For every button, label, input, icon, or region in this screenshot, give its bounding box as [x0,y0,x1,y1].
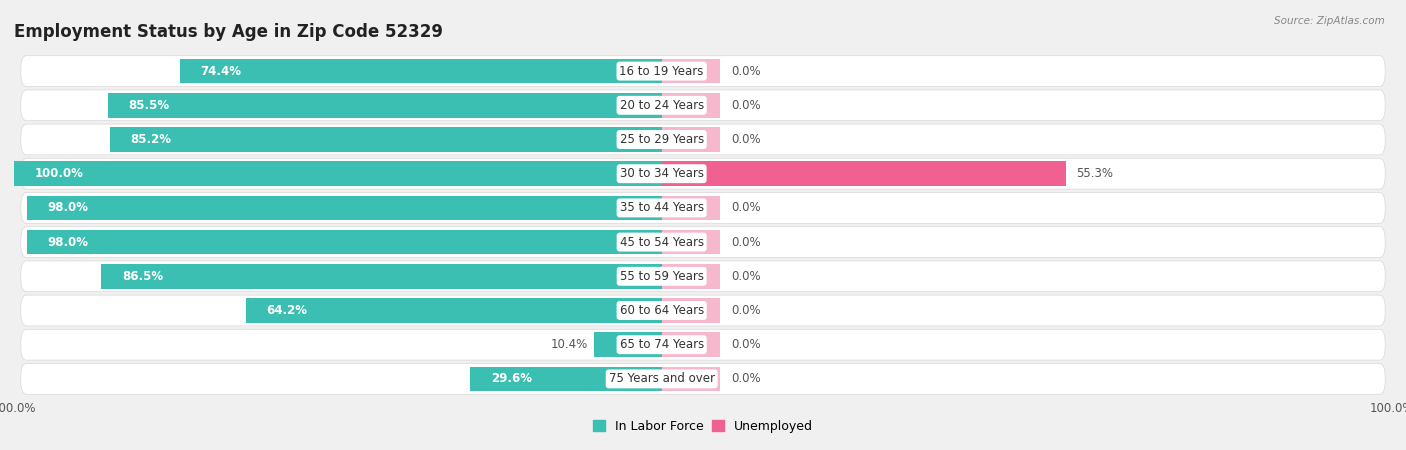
Text: 45 to 54 Years: 45 to 54 Years [620,236,704,248]
Text: 0.0%: 0.0% [731,99,761,112]
Text: 65 to 74 Years: 65 to 74 Years [620,338,704,351]
Text: 98.0%: 98.0% [48,236,89,248]
Text: 0.0%: 0.0% [731,304,761,317]
Text: 25 to 29 Years: 25 to 29 Years [620,133,704,146]
Bar [180,59,662,83]
Text: 85.5%: 85.5% [128,99,170,112]
FancyBboxPatch shape [21,329,1385,360]
Text: 0.0%: 0.0% [731,133,761,146]
Bar [662,127,720,152]
Text: 55.3%: 55.3% [1077,167,1114,180]
FancyBboxPatch shape [21,295,1385,326]
Text: 20 to 24 Years: 20 to 24 Years [620,99,704,112]
Text: 29.6%: 29.6% [491,373,531,385]
Bar [101,264,662,288]
Bar [27,230,662,254]
Text: 16 to 19 Years: 16 to 19 Years [620,65,704,77]
Text: 98.0%: 98.0% [48,202,89,214]
FancyBboxPatch shape [21,56,1385,86]
Bar [662,59,720,83]
Bar [662,230,720,254]
Bar [110,127,662,152]
Bar [108,93,662,117]
Text: 0.0%: 0.0% [731,338,761,351]
Bar [662,367,720,391]
Text: 35 to 44 Years: 35 to 44 Years [620,202,704,214]
FancyBboxPatch shape [21,261,1385,292]
Text: 74.4%: 74.4% [201,65,242,77]
Bar [662,264,720,288]
Text: 0.0%: 0.0% [731,270,761,283]
Text: 64.2%: 64.2% [267,304,308,317]
FancyBboxPatch shape [21,193,1385,223]
FancyBboxPatch shape [21,227,1385,257]
Text: 75 Years and over: 75 Years and over [609,373,714,385]
Bar [662,93,720,117]
Bar [470,367,662,391]
Text: 0.0%: 0.0% [731,236,761,248]
Bar [662,333,720,357]
Bar [662,162,1066,186]
FancyBboxPatch shape [21,158,1385,189]
FancyBboxPatch shape [21,90,1385,121]
Text: Source: ZipAtlas.com: Source: ZipAtlas.com [1274,16,1385,26]
Text: 85.2%: 85.2% [131,133,172,146]
Text: 86.5%: 86.5% [122,270,163,283]
Bar [662,298,720,323]
Text: 0.0%: 0.0% [731,373,761,385]
Bar [14,162,662,186]
Text: 0.0%: 0.0% [731,65,761,77]
Text: 0.0%: 0.0% [731,202,761,214]
Bar [27,196,662,220]
Bar [246,298,662,323]
FancyBboxPatch shape [21,124,1385,155]
Text: Employment Status by Age in Zip Code 52329: Employment Status by Age in Zip Code 523… [14,23,443,41]
Text: 55 to 59 Years: 55 to 59 Years [620,270,703,283]
Text: 30 to 34 Years: 30 to 34 Years [620,167,703,180]
Bar [662,196,720,220]
Legend: In Labor Force, Unemployed: In Labor Force, Unemployed [588,414,818,438]
Text: 100.0%: 100.0% [35,167,83,180]
Text: 10.4%: 10.4% [550,338,588,351]
Bar [595,333,662,357]
Text: 60 to 64 Years: 60 to 64 Years [620,304,704,317]
FancyBboxPatch shape [21,364,1385,394]
